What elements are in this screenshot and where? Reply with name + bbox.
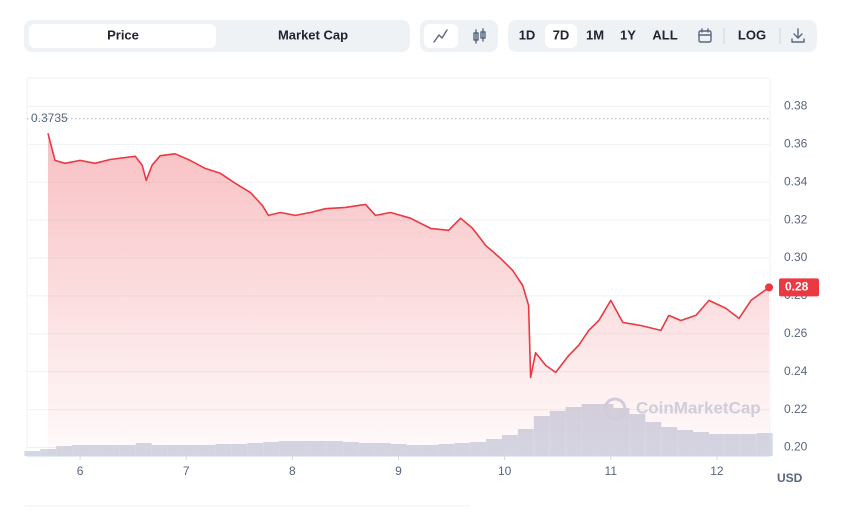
price-area — [48, 133, 770, 457]
line-chart-icon[interactable] — [433, 29, 448, 43]
calendar-icon[interactable] — [698, 28, 712, 43]
range-button[interactable]: 1M — [586, 27, 604, 42]
range-group — [508, 20, 817, 52]
log-button[interactable]: LOG — [738, 27, 766, 42]
volume-bar — [24, 451, 41, 456]
range-button[interactable]: ALL — [652, 27, 677, 42]
price-badge-label: 0.28 — [785, 280, 809, 294]
last-price-dot — [765, 283, 774, 292]
download-icon[interactable] — [791, 28, 805, 43]
active-range — [545, 24, 577, 48]
x-tick-label: 6 — [77, 464, 84, 478]
y-tick-label: 0.22 — [784, 402, 808, 416]
range-button[interactable]: 1Y — [620, 27, 636, 42]
range-buttons: 1D 7D 1M 1Y ALL — [519, 24, 678, 48]
tab-price[interactable]: Price — [107, 27, 139, 42]
x-tick-label: 10 — [498, 464, 512, 478]
y-unit: USD — [777, 471, 803, 485]
x-tick-label: 7 — [183, 464, 190, 478]
x-tick-label: 8 — [289, 464, 296, 478]
high-label: 0.3735 — [31, 111, 68, 125]
x-tick-label: 11 — [605, 464, 618, 478]
range-button[interactable]: 1D — [519, 27, 536, 42]
price-badge — [779, 278, 819, 297]
y-tick-label: 0.20 — [784, 440, 808, 454]
y-tick-label: 0.24 — [784, 364, 808, 378]
price-line — [47, 133, 770, 379]
y-tick-label: 0.34 — [784, 174, 808, 188]
x-tick-label: 12 — [710, 464, 724, 478]
y-tick-label: 0.38 — [784, 99, 808, 113]
y-tick-label: 0.32 — [784, 212, 808, 226]
y-tick-label: 0.36 — [784, 136, 808, 150]
y-tick-label: 0.30 — [784, 250, 808, 264]
candle-chart-icon[interactable] — [473, 28, 486, 44]
plot-area: 0.20 0.22 0.24 0.26 0.28 0.30 0.32 0.34 0.36 0.38… — [24, 77, 819, 485]
active-chart-type — [424, 24, 458, 48]
range-button[interactable]: 7D — [553, 27, 570, 42]
x-tick-label: 9 — [395, 464, 402, 478]
y-tick-label: 0.26 — [784, 326, 808, 340]
tab-market-cap[interactable]: Market Cap — [278, 27, 348, 42]
active-tab — [29, 24, 216, 48]
